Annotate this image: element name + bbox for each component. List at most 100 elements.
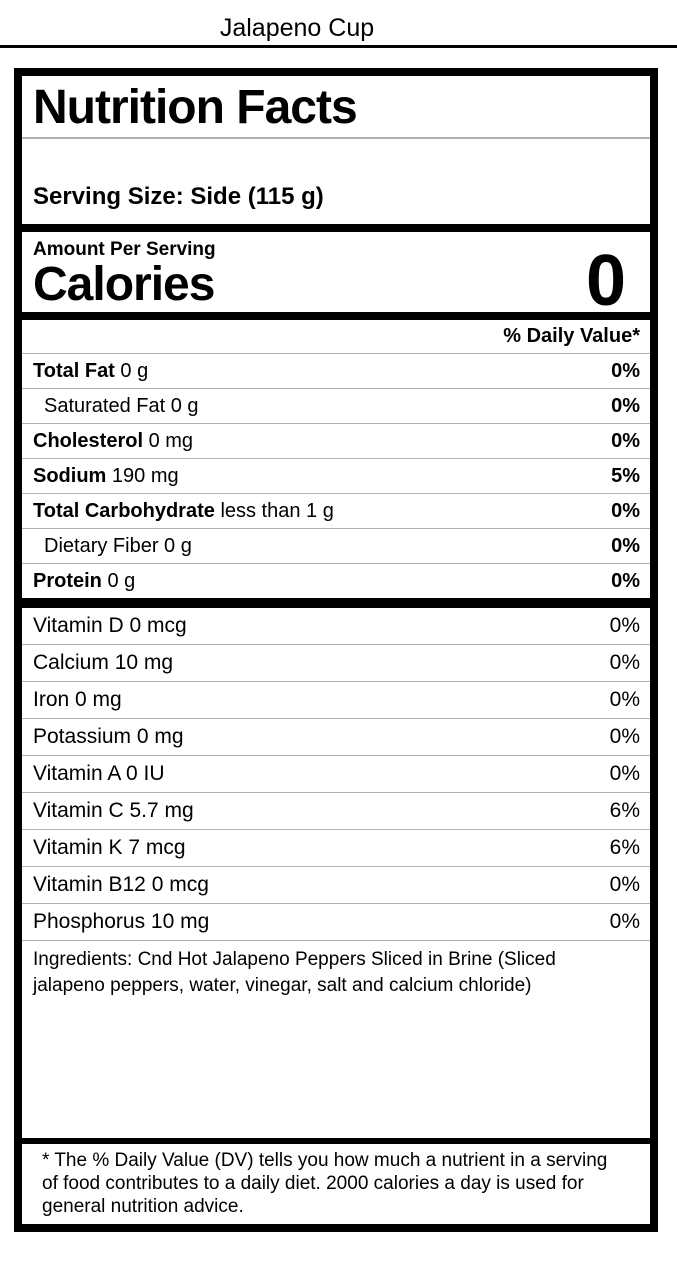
nutrient-label: Cholesterol 0 mg [33,430,193,453]
nutrient-daily-value: 0% [611,359,640,382]
nutrient-amount: 10 mg [150,910,210,933]
title-divider-rule [0,45,677,48]
nutrient-daily-value: 0% [609,688,640,711]
nutrient-row: Vitamin C 5.7 mg 6% [22,793,650,830]
macronutrient-rows: Total Fat 0 g 0% Saturated Fat 0 g 0% Ch… [22,353,650,598]
nutrient-amount: 0 mcg [129,614,187,637]
ingredients-text: Ingredients: Cnd Hot Jalapeno Peppers Sl… [33,949,556,996]
nutrient-row: Total Carbohydrate less than 1 g 0% [22,493,650,528]
nutrient-row: Dietary Fiber 0 g 0% [22,528,650,563]
micronutrient-rows: Vitamin D 0 mcg 0% Calcium 10 mg 0% Iron… [22,608,650,941]
nutrient-name: Potassium [33,725,132,748]
nutrient-label: Vitamin B12 0 mcg [33,873,209,897]
nutrient-label: Vitamin C 5.7 mg [33,799,194,823]
nutrient-row: Calcium 10 mg 0% [22,645,650,682]
nutrient-amount: 0 mcg [151,873,209,896]
nutrition-facts-heading: Nutrition Facts [33,81,358,134]
nutrient-daily-value: 0% [609,910,640,933]
amount-per-serving-label: Amount Per Serving [33,239,216,260]
nutrient-label: Total Carbohydrate less than 1 g [33,500,334,523]
calories-section: Amount Per Serving Calories 0 [22,232,650,321]
nutrient-daily-value: 0% [611,499,640,522]
nutrient-amount: 0 mg [136,725,184,748]
nutrient-amount: 5.7 mg [129,799,194,822]
nutrient-name: Vitamin B12 [33,873,146,896]
nutrient-name: Cholesterol [33,429,144,452]
nutrient-daily-value: 6% [609,836,640,859]
nutrient-label: Protein 0 g [33,570,135,593]
nutrient-daily-value: 0% [609,725,640,748]
nutrient-row: Phosphorus 10 mg 0% [22,904,650,941]
nutrient-row: Total Fat 0 g 0% [22,353,650,388]
nutrient-label: Dietary Fiber 0 g [44,535,192,558]
nutrition-facts-label: Nutrition Facts Serving Size: Side (115 … [14,68,658,1232]
nutrient-label: Calcium 10 mg [33,651,173,675]
nutrient-row: Vitamin D 0 mcg 0% [22,608,650,645]
section-bar [22,312,650,320]
heading-divider [22,137,650,139]
nutrient-label: Vitamin D 0 mcg [33,614,187,638]
nutrient-name: Sodium [33,464,107,487]
nutrient-amount: 0 g [107,569,136,592]
nutrient-name: Iron [33,688,70,711]
nutrient-amount: 0 g [170,394,199,417]
nutrient-daily-value: 0% [609,873,640,896]
nutrient-label: Vitamin A 0 IU [33,762,165,786]
nutrient-row: Vitamin B12 0 mcg 0% [22,867,650,904]
daily-value-footnote: * The % Daily Value (DV) tells you how m… [22,1138,650,1224]
serving-size-text: Serving Size: Side (115 g) [33,183,324,210]
nutrient-daily-value: 6% [609,799,640,822]
nutrient-amount: less than 1 g [220,499,334,522]
nutrient-amount: 0 mg [148,429,194,452]
nutrient-row: Cholesterol 0 mg 0% [22,423,650,458]
nutrient-name: Total Carbohydrate [33,499,215,522]
calories-label: Calories [33,258,215,311]
nutrient-daily-value: 0% [611,534,640,557]
section-bar [22,224,650,232]
nutrient-name: Calcium [33,651,109,674]
nutrient-name: Protein [33,569,102,592]
nutrient-amount: 0 mg [75,688,122,711]
nutrient-row: Protein 0 g 0% [22,563,650,598]
nutrient-daily-value: 0% [611,394,640,417]
nutrient-label: Vitamin K 7 mcg [33,836,186,860]
serving-section: Serving Size: Side (115 g) [22,139,650,224]
nutrient-name: Total Fat [33,359,115,382]
nutrient-name: Vitamin C [33,799,124,822]
nutrient-label: Phosphorus 10 mg [33,910,209,934]
blank-space [22,1007,650,1138]
nutrient-row: Iron 0 mg 0% [22,682,650,719]
nutrient-daily-value: 0% [611,569,640,592]
nutrient-name: Phosphorus [33,910,146,933]
nutrient-daily-value: 0% [609,762,640,785]
nutrient-row: Saturated Fat 0 g 0% [22,388,650,423]
nutrient-label: Iron 0 mg [33,688,122,712]
section-bar [22,598,650,608]
nutrient-amount: 10 mg [114,651,174,674]
nutrient-name: Vitamin D [33,614,124,637]
nutrient-row: Potassium 0 mg 0% [22,719,650,756]
nutrient-name: Saturated Fat [44,394,166,417]
nutrient-amount: 0 g [164,534,192,557]
nutrient-row: Vitamin A 0 IU 0% [22,756,650,793]
nutrient-daily-value: 0% [611,429,640,452]
nutrient-label: Sodium 190 mg [33,465,179,488]
nutrient-name: Dietary Fiber [44,534,159,557]
nutrient-daily-value: 5% [611,464,640,487]
calories-value: 0 [585,241,626,321]
nutrient-row: Sodium 190 mg 5% [22,458,650,493]
nutrient-label: Total Fat 0 g [33,360,148,383]
product-title: Jalapeno Cup [219,14,375,42]
nutrient-amount: 7 mcg [128,836,186,859]
nutrient-amount: 190 mg [111,464,179,487]
nutrient-daily-value: 0% [609,651,640,674]
nutrient-amount: 0 IU [126,762,165,785]
nutrient-amount: 0 g [120,359,149,382]
nutrient-daily-value: 0% [609,614,640,637]
nutrient-name: Vitamin K [33,836,123,859]
daily-value-header: % Daily Value* [503,325,640,347]
nutrient-label: Potassium 0 mg [33,725,184,749]
nutrient-name: Vitamin A [33,762,121,785]
nutrient-label: Saturated Fat 0 g [44,395,199,418]
nutrient-row: Vitamin K 7 mcg 6% [22,830,650,867]
